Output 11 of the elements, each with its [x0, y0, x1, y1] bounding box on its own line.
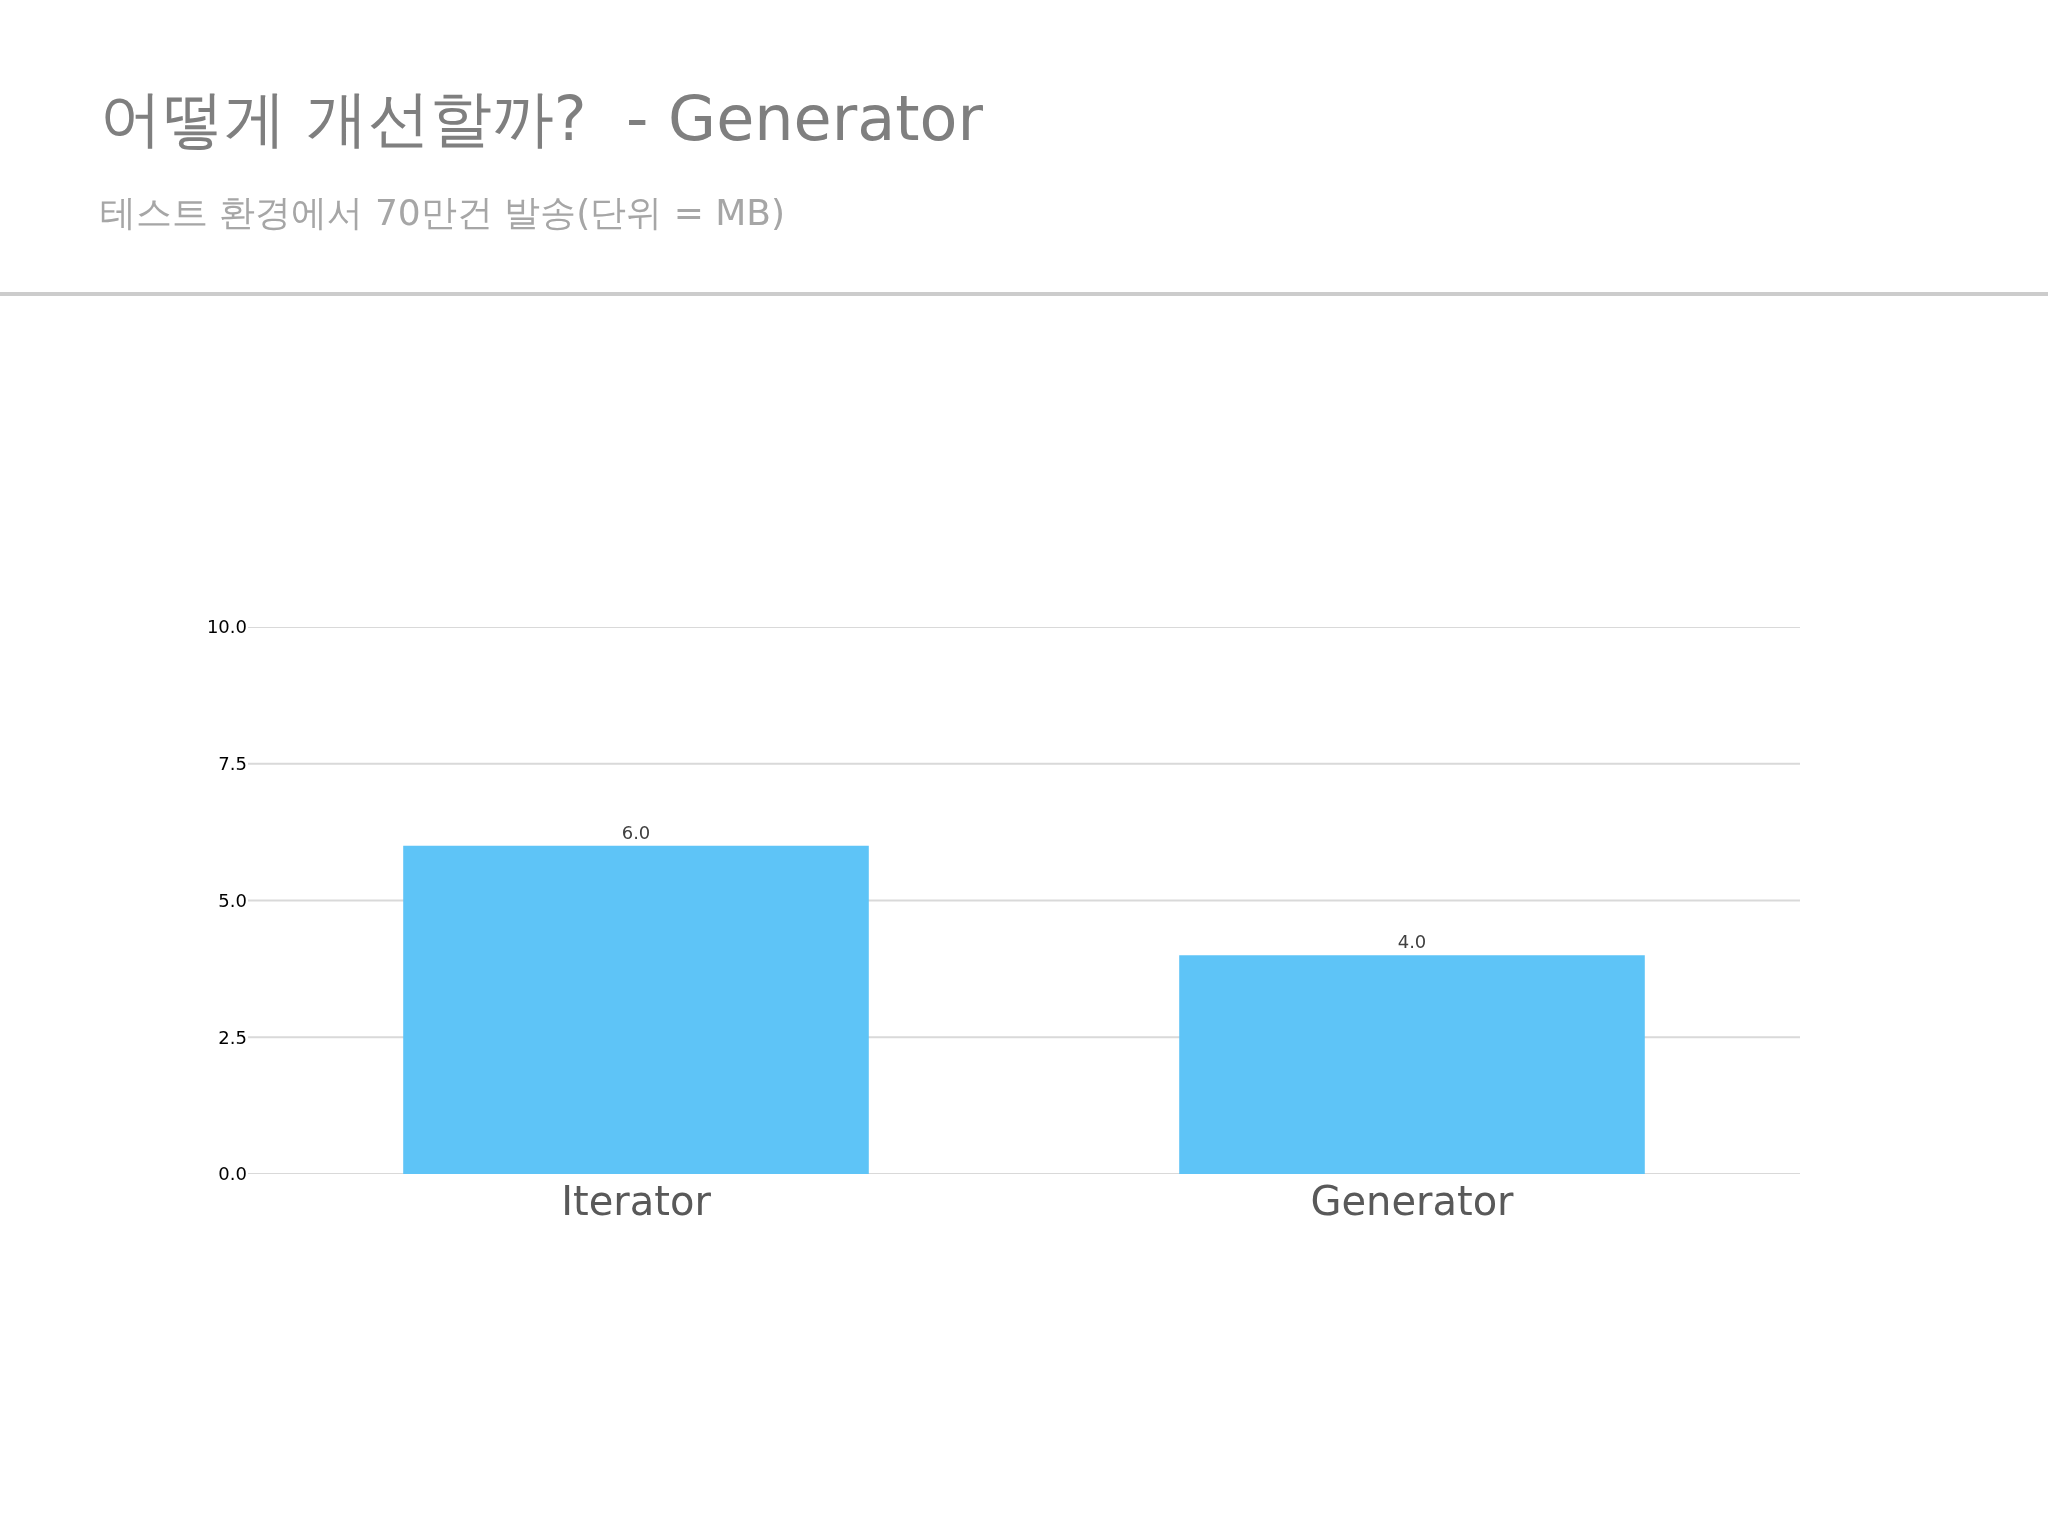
x-tick-label: Iterator	[561, 1178, 712, 1224]
y-tick-label: 2.5	[218, 1026, 247, 1048]
y-tick-label: 7.5	[218, 753, 247, 775]
x-tick-label: Generator	[1310, 1178, 1515, 1224]
y-tick-label: 0.0	[218, 1163, 247, 1185]
chart-title: 어떻게 개선할까? - Generator	[100, 81, 984, 155]
y-tick-label: 10.0	[206, 616, 247, 638]
data-label: 4.0	[1397, 931, 1427, 953]
chart-subtitle: 테스트 환경에서 70만건 발송(단위 = MB)	[100, 191, 786, 233]
y-tick-label: 5.0	[218, 889, 247, 911]
data-label: 6.0	[621, 821, 651, 843]
